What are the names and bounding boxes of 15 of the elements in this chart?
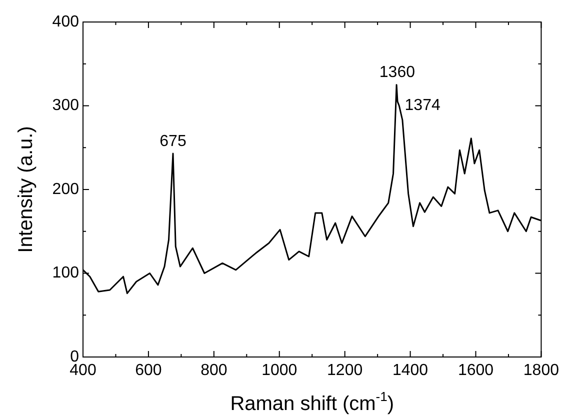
x-tick-label: 1800: [523, 362, 560, 380]
y-tick-label: 200: [52, 180, 80, 198]
y-tick-label: 400: [52, 13, 80, 30]
annotation: 1374: [404, 97, 440, 114]
x-tick-label: 800: [200, 362, 228, 380]
x-tick-label: 600: [135, 362, 162, 380]
x-tick-label: 1400: [392, 362, 428, 380]
y-axis-title: Intensity (a.u.): [15, 126, 37, 253]
x-tick-label: 1200: [327, 362, 363, 380]
annotation: 675: [160, 132, 186, 150]
x-tick-label: 1000: [262, 362, 298, 380]
x-tick-label: 1600: [458, 362, 494, 380]
annotation: 1360: [379, 64, 416, 82]
y-tick-label: 100: [52, 264, 80, 282]
y-tick-label: 300: [52, 97, 80, 114]
